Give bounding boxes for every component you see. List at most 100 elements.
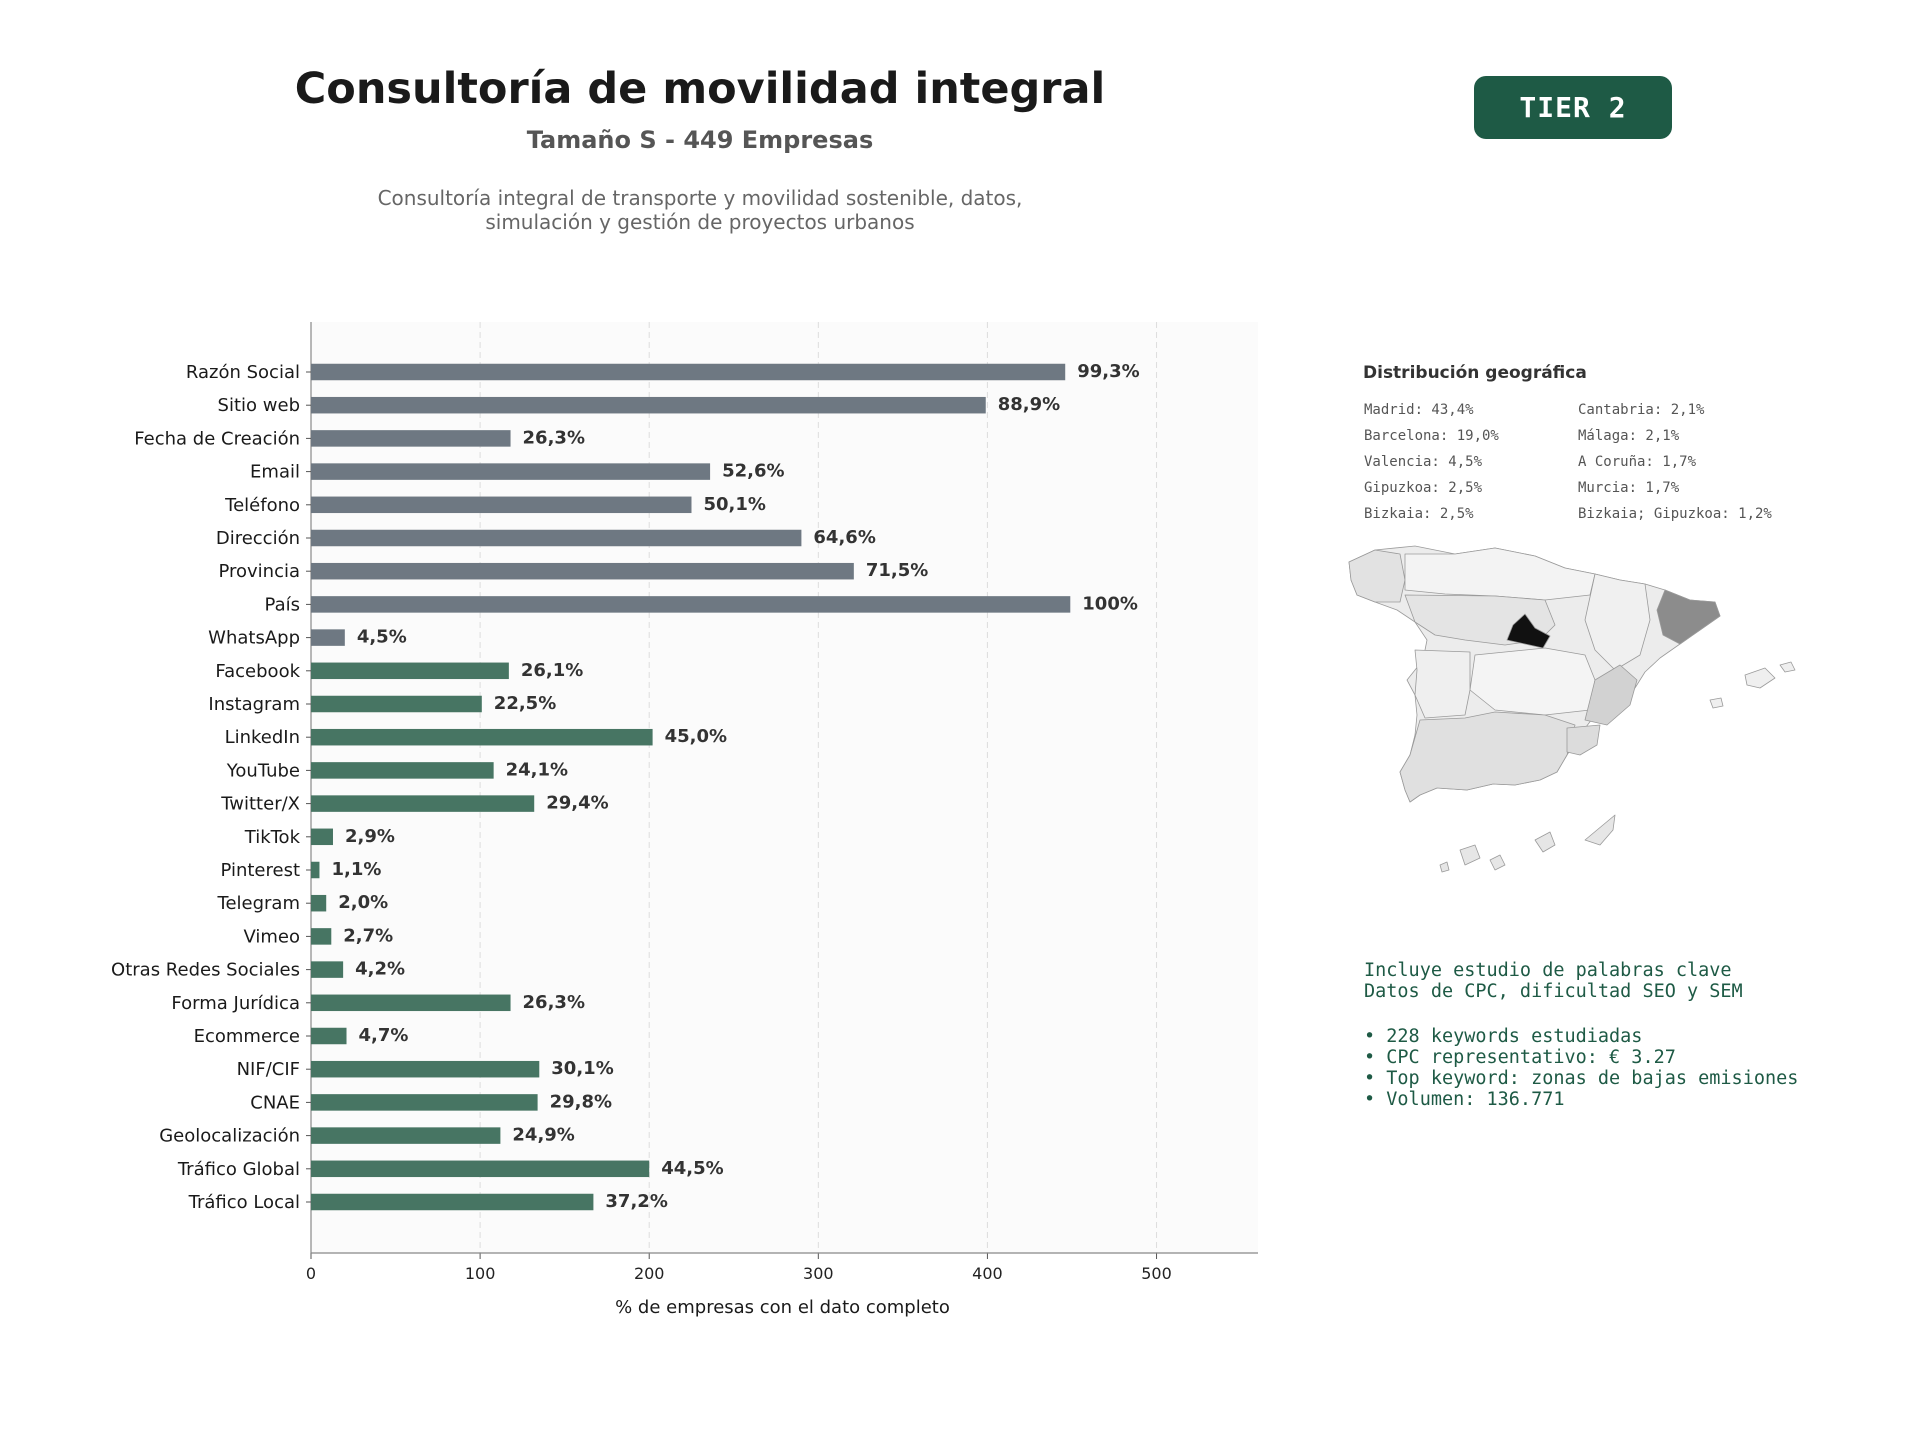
category-label: Geolocalización: [159, 1126, 300, 1147]
page-title: Consultoría de movilidad integral: [294, 64, 1106, 114]
map-aragon: [1584, 573, 1651, 671]
category-label: Otras Redes Sociales: [111, 960, 300, 981]
data-label: 44,5%: [661, 1158, 723, 1179]
bar: [311, 728, 653, 746]
bar: [311, 1160, 650, 1178]
map-north: [1404, 547, 1596, 601]
bar: [311, 1027, 347, 1045]
category-label: Pinterest: [220, 860, 300, 881]
map-galicia: [1348, 549, 1406, 603]
data-label: 2,9%: [345, 826, 395, 847]
data-label: 30,1%: [551, 1058, 613, 1079]
data-label: 71,5%: [866, 560, 928, 581]
keywords-bullet: • Volumen: 136.771: [1364, 1089, 1565, 1110]
category-label: Forma Jurídica: [171, 993, 300, 1014]
bar: [311, 496, 692, 514]
x-tick-label: 400: [972, 1264, 1003, 1283]
geo-item: Madrid: 43,4%: [1364, 402, 1474, 418]
x-tick-label: 200: [634, 1264, 665, 1283]
data-label: 29,4%: [546, 793, 608, 814]
map-balearic-2: [1779, 661, 1796, 673]
bar: [311, 430, 511, 447]
category-label: Twitter/X: [220, 794, 300, 815]
data-label: 26,1%: [521, 660, 583, 681]
category-label: Email: [250, 462, 300, 483]
category-label: Vimeo: [243, 926, 300, 947]
keywords-bullet: • 228 keywords estudiadas: [1364, 1026, 1643, 1047]
data-label: 50,1%: [703, 494, 765, 515]
x-tick-label: 100: [465, 1264, 496, 1283]
keywords-bullet: • CPC representativo: € 3.27: [1364, 1047, 1676, 1068]
bar: [311, 629, 345, 646]
map-murcia: [1566, 724, 1601, 756]
bar: [311, 463, 711, 480]
geo-item: Bizkaia; Gipuzkoa: 1,2%: [1578, 506, 1772, 522]
x-axis-label: % de empresas con el dato completo: [615, 1297, 950, 1318]
geo-item: Bizkaia: 2,5%: [1364, 506, 1474, 522]
bar: [311, 662, 509, 680]
data-label: 24,1%: [506, 759, 568, 780]
data-label: 4,7%: [359, 1025, 409, 1046]
bar: [311, 861, 320, 879]
bar: [311, 828, 333, 846]
data-label: 100%: [1082, 593, 1138, 614]
page-subtitle: Tamaño S - 449 Empresas: [526, 126, 874, 154]
map-balearic-1: [1744, 667, 1776, 689]
keywords-bullet: • Top keyword: zonas de bajas emisiones: [1364, 1068, 1799, 1089]
map-canary-3: [1534, 831, 1556, 853]
data-label: 1,1%: [331, 859, 381, 880]
tier-badge: TIER 2: [1474, 76, 1672, 139]
bar: [311, 762, 494, 779]
map-extremadura: [1414, 649, 1471, 719]
bar: [311, 1193, 594, 1211]
category-label: Tráfico Global: [177, 1159, 300, 1180]
category-label: WhatsApp: [208, 628, 300, 649]
category-label: Razón Social: [186, 362, 300, 383]
category-label: Sitio web: [218, 395, 300, 416]
category-label: Instagram: [208, 694, 300, 715]
data-label: 2,0%: [338, 892, 388, 913]
category-label: CNAE: [250, 1092, 300, 1113]
map-canary-5: [1439, 861, 1450, 873]
category-label: Dirección: [216, 528, 300, 549]
page-description: Consultoría integral de transporte y mov…: [300, 186, 1100, 234]
keywords-line: Datos de CPC, dificultad SEO y SEM: [1364, 981, 1743, 1002]
data-label: 22,5%: [494, 693, 556, 714]
map-catalonia: [1656, 589, 1721, 645]
description-line: simulación y gestión de proyectos urbano…: [485, 210, 915, 234]
map-valencia: [1584, 664, 1638, 726]
geo-item: A Coruña: 1,7%: [1578, 454, 1697, 470]
map-canary-4: [1584, 814, 1616, 846]
geo-item: Cantabria: 2,1%: [1578, 402, 1705, 418]
category-label: Telegram: [217, 893, 300, 914]
description-line: Consultoría integral de transporte y mov…: [377, 186, 1023, 210]
bar: [311, 961, 344, 978]
bar: [311, 396, 986, 414]
spain-map: [1348, 545, 1796, 873]
keywords-line: Incluye estudio de palabras clave: [1364, 960, 1732, 981]
bar: [311, 562, 854, 580]
map-madrid: [1506, 613, 1551, 649]
category-label: Ecommerce: [194, 1026, 300, 1047]
map-canary-1: [1459, 844, 1481, 866]
data-label: 4,5%: [357, 627, 407, 648]
category-label: TikTok: [244, 827, 301, 848]
category-label: NIF/CIF: [237, 1059, 300, 1080]
map-balearic-3: [1709, 697, 1724, 709]
geo-item: Barcelona: 19,0%: [1364, 428, 1499, 444]
category-label: Fecha de Creación: [134, 428, 300, 449]
category-label: LinkedIn: [225, 727, 300, 748]
map-canary-2: [1489, 854, 1506, 871]
geo-item: Valencia: 4,5%: [1364, 454, 1483, 470]
bar: [311, 695, 482, 713]
data-label: 26,3%: [523, 427, 585, 448]
data-label: 99,3%: [1077, 361, 1139, 382]
category-label: Facebook: [215, 661, 300, 682]
geo-item: Gipuzkoa: 2,5%: [1364, 480, 1483, 496]
category-label: YouTube: [226, 760, 300, 781]
map-andalucia: [1399, 711, 1576, 803]
data-label: 37,2%: [605, 1191, 667, 1212]
bar: [311, 894, 327, 912]
bar: [311, 596, 1071, 613]
